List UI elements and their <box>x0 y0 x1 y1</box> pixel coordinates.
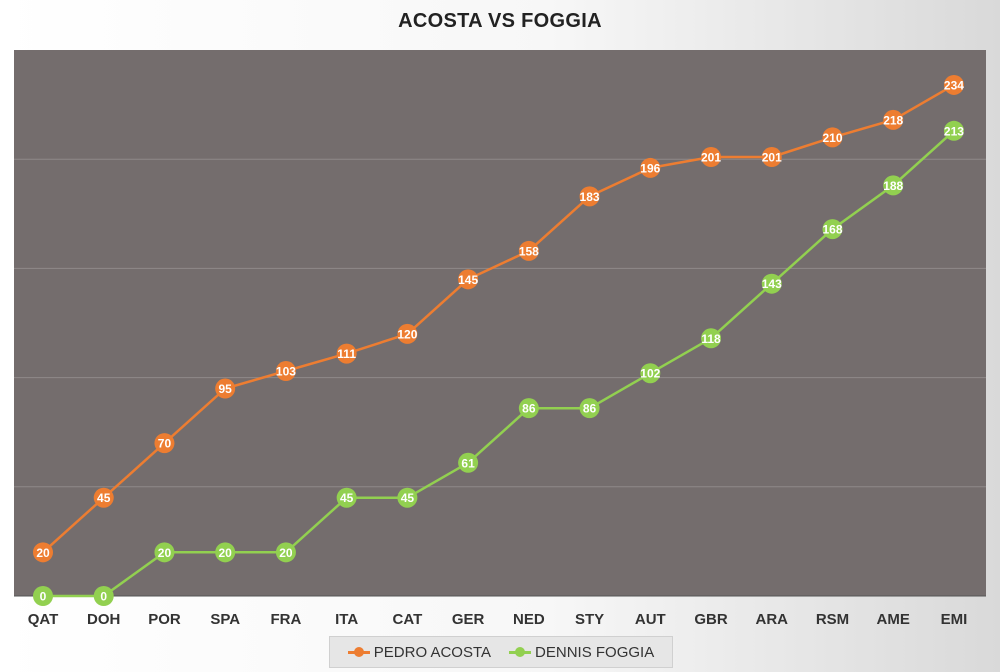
data-point <box>579 398 600 419</box>
data-point <box>458 452 479 473</box>
data-point <box>943 74 964 95</box>
data-label: 120 <box>397 327 417 341</box>
x-tick-label: EMI <box>941 611 968 628</box>
data-label: 103 <box>276 365 296 379</box>
series-line-0 <box>42 83 955 554</box>
data-point <box>33 542 53 563</box>
x-tick-label: STY <box>575 611 604 628</box>
data-label: 218 <box>883 113 903 127</box>
data-label: 20 <box>158 546 172 560</box>
data-point <box>336 487 357 508</box>
x-tick-label: CAT <box>393 611 423 628</box>
data-point <box>93 586 114 606</box>
data-point <box>761 273 782 294</box>
legend-item-foggia[interactable]: DENNIS FOGGIA <box>509 644 654 661</box>
x-tick-label: QAT <box>28 611 59 628</box>
data-label: 0 <box>40 590 47 604</box>
x-tick-label: POR <box>148 611 181 628</box>
data-label: 20 <box>279 546 293 560</box>
data-point <box>518 398 539 419</box>
x-tick-label: ITA <box>335 611 358 628</box>
x-tick-label: NED <box>513 611 545 628</box>
data-point <box>33 586 53 606</box>
data-point <box>154 542 175 563</box>
data-label: 201 <box>762 151 782 165</box>
x-tick-label: FRA <box>271 611 302 628</box>
data-label: 196 <box>640 161 660 175</box>
data-label: 213 <box>944 124 964 138</box>
legend-swatch-foggia <box>509 647 532 657</box>
legend: PEDRO ACOSTA DENNIS FOGGIA <box>329 636 673 668</box>
data-label: 210 <box>822 131 842 145</box>
data-point <box>761 147 782 168</box>
data-label: 143 <box>762 277 782 291</box>
data-point <box>883 175 904 196</box>
data-label: 45 <box>340 491 354 505</box>
data-point <box>518 240 539 261</box>
data-point <box>943 120 964 141</box>
data-label: 188 <box>883 179 903 193</box>
legend-label-foggia: DENNIS FOGGIA <box>535 643 655 661</box>
data-label: 111 <box>337 347 356 361</box>
data-label: 118 <box>701 332 721 346</box>
x-tick-label: AME <box>877 611 910 628</box>
legend-item-acosta[interactable]: PEDRO ACOSTA <box>347 643 492 661</box>
data-point <box>701 147 722 168</box>
data-label: 102 <box>640 367 660 381</box>
data-label: 168 <box>822 223 842 237</box>
x-tick-label: GBR <box>694 611 728 628</box>
legend-label-acosta: PEDRO ACOSTA <box>373 643 492 661</box>
data-label: 158 <box>519 244 539 258</box>
data-label: 234 <box>944 78 964 92</box>
data-point <box>275 361 296 382</box>
x-tick-label: DOH <box>87 611 120 628</box>
chart-title: ACOSTA VS FOGGIA <box>398 10 602 32</box>
data-point <box>883 109 904 130</box>
data-point <box>93 487 114 508</box>
data-label: 45 <box>401 491 415 505</box>
data-label: 0 <box>100 590 107 604</box>
data-label: 45 <box>97 491 111 505</box>
data-label: 145 <box>458 273 478 287</box>
data-label: 86 <box>522 402 536 416</box>
data-label: 95 <box>219 382 233 396</box>
data-point <box>397 487 418 508</box>
data-label: 201 <box>701 151 721 165</box>
data-point <box>397 323 418 344</box>
data-point <box>458 269 479 290</box>
data-label: 61 <box>461 456 475 470</box>
data-label: 70 <box>158 437 172 451</box>
x-tick-label: ARA <box>756 611 789 628</box>
series-line-1 <box>43 129 955 598</box>
data-point <box>822 127 843 148</box>
data-label: 20 <box>36 546 50 560</box>
data-point <box>640 157 661 178</box>
legend-swatch-acosta <box>347 647 370 657</box>
data-point <box>154 433 175 454</box>
data-point <box>215 378 236 399</box>
data-point <box>336 343 357 364</box>
x-tick-label: RSM <box>816 611 849 628</box>
data-point <box>215 542 236 563</box>
x-tick-label: SPA <box>210 611 240 628</box>
data-point <box>640 363 661 384</box>
data-label: 183 <box>580 190 600 204</box>
x-tick-label: GER <box>452 611 485 628</box>
x-tick-label: AUT <box>635 611 666 628</box>
data-point <box>701 328 722 349</box>
data-point <box>579 186 600 207</box>
data-point <box>275 542 296 563</box>
data-label: 86 <box>583 402 597 416</box>
data-point <box>822 219 843 240</box>
data-label: 20 <box>219 546 233 560</box>
